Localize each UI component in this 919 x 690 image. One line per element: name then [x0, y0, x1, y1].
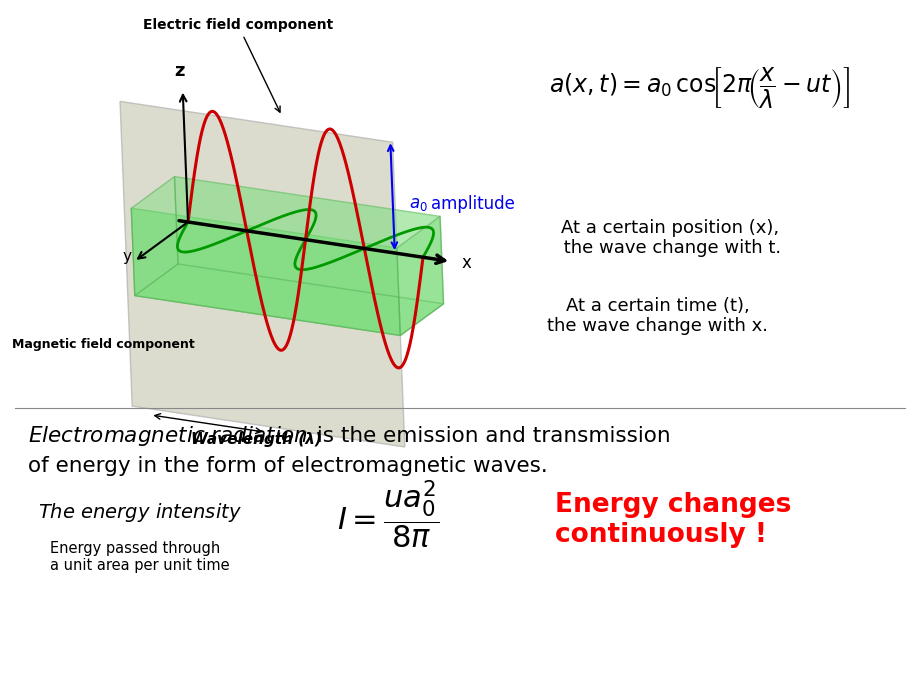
Text: is the emission and transmission: is the emission and transmission: [310, 426, 670, 446]
Text: $I = \dfrac{ua_0^2}{8\pi}$: $I = \dfrac{ua_0^2}{8\pi}$: [336, 479, 438, 551]
Text: Electric field component: Electric field component: [142, 18, 333, 112]
Text: Magnetic field component: Magnetic field component: [12, 338, 195, 351]
Text: of energy in the form of electromagnetic waves.: of energy in the form of electromagnetic…: [28, 456, 547, 476]
Text: At a certain time (t),
the wave change with x.: At a certain time (t), the wave change w…: [547, 297, 767, 335]
Polygon shape: [131, 177, 177, 295]
Polygon shape: [119, 101, 404, 447]
Text: $\mathbf{\mathit{Electromagnetic\ radiation}}$: $\mathbf{\mathit{Electromagnetic\ radiat…: [28, 424, 307, 448]
Text: Wavelength (λ): Wavelength (λ): [191, 432, 322, 446]
Polygon shape: [131, 208, 400, 335]
Text: z: z: [174, 61, 185, 80]
Polygon shape: [396, 217, 443, 335]
Text: $a(x,t) = a_0\,\mathrm{cos}\!\left[2\pi\!\left(\dfrac{x}{\lambda} - ut\right)\ri: $a(x,t) = a_0\,\mathrm{cos}\!\left[2\pi\…: [549, 66, 850, 110]
Text: At a certain position (x),
 the wave change with t.: At a certain position (x), the wave chan…: [558, 219, 781, 257]
Text: x: x: [460, 253, 471, 272]
Text: $\mathit{The\ energy\ intensity}$: $\mathit{The\ energy\ intensity}$: [38, 502, 242, 524]
Text: $a_0$: $a_0$: [409, 195, 427, 213]
Text: y: y: [122, 248, 131, 264]
Polygon shape: [135, 264, 443, 335]
Text: Energy passed through
a unit area per unit time: Energy passed through a unit area per un…: [50, 541, 230, 573]
Text: amplitude: amplitude: [431, 195, 515, 213]
Text: Energy changes
continuously !: Energy changes continuously !: [554, 492, 790, 548]
Polygon shape: [175, 177, 443, 304]
